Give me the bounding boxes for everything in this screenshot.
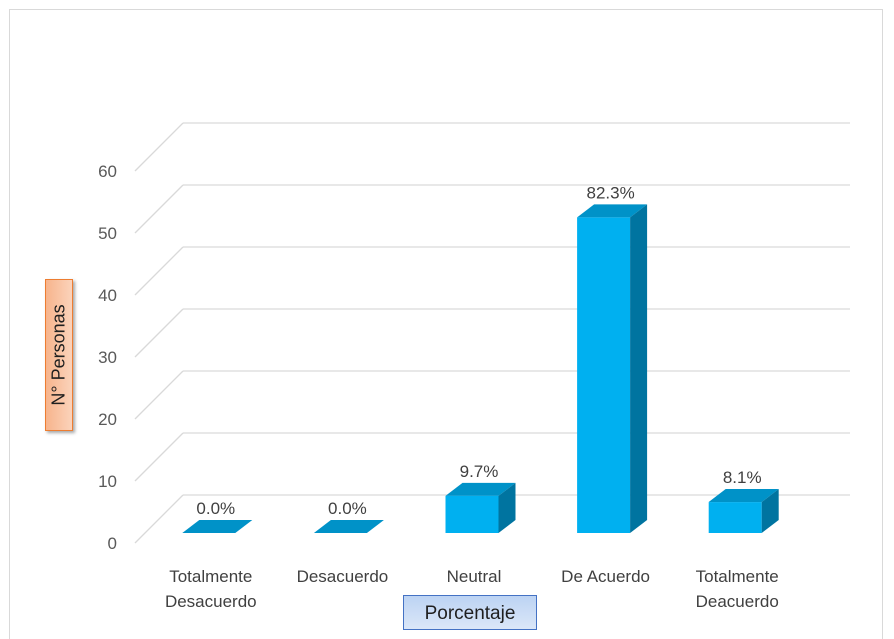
data-label: 9.7% bbox=[460, 462, 499, 481]
data-label: 8.1% bbox=[723, 468, 762, 487]
y-tick-label: 50 bbox=[98, 224, 117, 243]
category-label-line: Totalmente bbox=[169, 567, 252, 586]
bar-front bbox=[445, 495, 499, 533]
category-label-line: Desacuerdo bbox=[297, 567, 389, 586]
bar-side bbox=[498, 482, 516, 533]
gridline-depth bbox=[134, 122, 184, 172]
bar-top bbox=[313, 520, 384, 533]
bar-top bbox=[708, 489, 779, 503]
data-label: 0.0% bbox=[328, 499, 367, 518]
category-label: De Acuerdo bbox=[561, 567, 650, 586]
bar-front bbox=[577, 217, 631, 533]
y-axis-title: N° Personas bbox=[45, 279, 73, 431]
bar-front bbox=[708, 502, 762, 533]
gridline-depth bbox=[134, 246, 184, 296]
bar-top bbox=[445, 482, 516, 496]
data-label: 0.0% bbox=[196, 499, 235, 518]
y-axis-title-text: N° Personas bbox=[48, 304, 69, 406]
gridline-depth bbox=[134, 184, 184, 234]
gridline-depth bbox=[134, 308, 184, 358]
data-label: 82.3% bbox=[586, 183, 634, 202]
category-labels: Totalmente Desacuerdo Desacuerdo Neutral De … bbox=[165, 567, 779, 611]
x-axis-title: Porcentaje bbox=[403, 595, 537, 630]
data-labels: 0.0% 0.0% 9.7% 82.3% 8.1% bbox=[196, 183, 761, 518]
category-label-line: Desacuerdo bbox=[165, 592, 257, 611]
chart-frame bbox=[9, 9, 883, 639]
gridlines bbox=[134, 122, 850, 544]
y-tick-label: 0 bbox=[108, 534, 117, 553]
category-label-line: De Acuerdo bbox=[561, 567, 650, 586]
category-label-line: Neutral bbox=[447, 567, 502, 586]
y-tick-label: 10 bbox=[98, 472, 117, 491]
category-label: Desacuerdo bbox=[297, 567, 389, 586]
category-label-line: Deacuerdo bbox=[696, 592, 779, 611]
bar bbox=[577, 204, 648, 533]
category-label: Totalmente Deacuerdo bbox=[696, 567, 779, 611]
category-label: Totalmente Desacuerdo bbox=[165, 567, 257, 611]
gridline-depth bbox=[134, 432, 184, 482]
y-tick-label: 30 bbox=[98, 348, 117, 367]
y-tick-label: 20 bbox=[98, 410, 117, 429]
y-tick-label: 60 bbox=[98, 162, 117, 181]
y-tick-label: 40 bbox=[98, 286, 117, 305]
category-label-line: Totalmente bbox=[696, 567, 779, 586]
bar bbox=[708, 489, 779, 533]
bar bbox=[445, 482, 516, 533]
bar-side bbox=[761, 489, 779, 533]
bars bbox=[182, 204, 779, 533]
y-axis-ticks: 0 10 20 30 40 50 60 bbox=[98, 162, 117, 553]
bar-top bbox=[182, 520, 253, 533]
bar bbox=[182, 520, 253, 533]
category-label: Neutral bbox=[447, 567, 502, 586]
bar bbox=[313, 520, 384, 533]
gridline-depth bbox=[134, 370, 184, 420]
bar-side bbox=[630, 204, 648, 533]
bar-top bbox=[577, 204, 648, 218]
gridline-depth bbox=[134, 494, 184, 544]
